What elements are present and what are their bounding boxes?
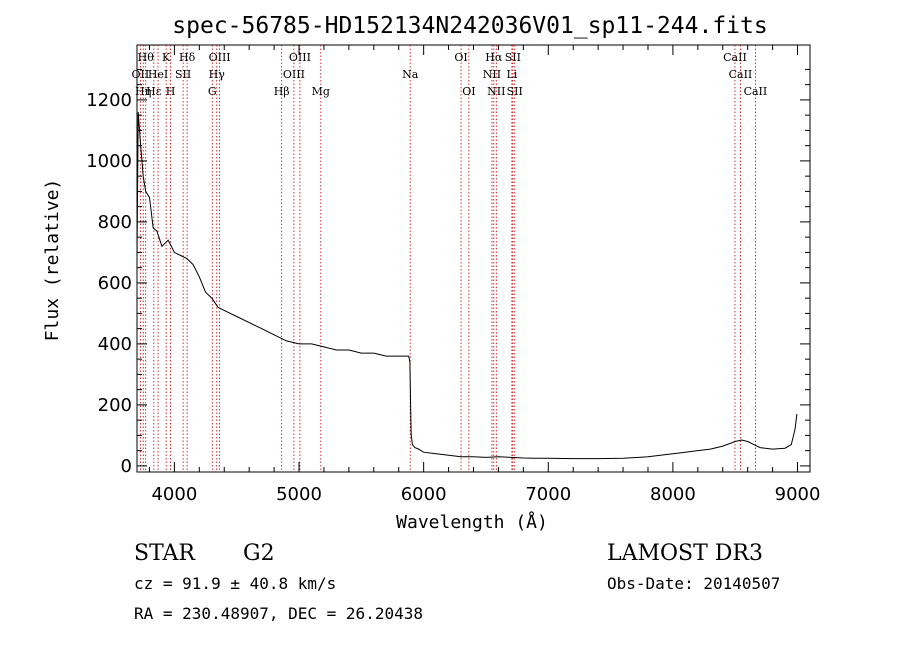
line-marker-label: OIII (283, 68, 305, 81)
line-marker-label: G (208, 85, 217, 98)
spectrum-line (136, 112, 798, 460)
y-tick-label: 0 (121, 456, 132, 477)
line-marker-label: SII (175, 68, 191, 81)
line-marker-label: OIII (289, 51, 311, 64)
y-tick-label: 400 (98, 334, 132, 355)
line-marker-group (139, 45, 756, 472)
y-tick-label: 1000 (86, 151, 132, 172)
x-tick-label: 7000 (525, 484, 571, 505)
y-axis-ticks: 0 200 400 600 800 1000 1200 (86, 68, 810, 477)
line-marker-label: NII (487, 85, 505, 98)
plot-frame (136, 44, 811, 473)
line-marker-label: OI (454, 51, 467, 64)
y-tick-label: 200 (98, 395, 132, 416)
coordinates: RA = 230.48907, DEC = 26.20438 (134, 604, 423, 623)
line-marker-label: SII (507, 85, 523, 98)
x-tick-label: 8000 (650, 484, 696, 505)
chart-title: spec-56785-HD152134N242036V01_sp11-244.f… (172, 13, 767, 39)
line-marker-label: Hδ (179, 51, 196, 64)
line-marker-label: Hβ (274, 85, 290, 98)
x-axis-label: Wavelength (Å) (396, 511, 548, 533)
line-marker-label: OII (132, 68, 150, 81)
object-class: STAR (134, 541, 196, 566)
x-tick-label: 6000 (401, 484, 447, 505)
line-marker-label: Li (506, 68, 517, 81)
line-marker-label: Hγ (209, 68, 226, 81)
x-tick-label: 9000 (775, 484, 821, 505)
line-marker-label: H (166, 85, 176, 98)
line-marker-label: SII (505, 51, 521, 64)
x-axis-ticks: 4000 5000 6000 7000 8000 9000 (148, 45, 821, 505)
subclass: G2 (243, 541, 275, 566)
y-axis-label: Flux (relative) (42, 179, 63, 342)
observation-date: Obs-Date: 20140507 (607, 574, 780, 593)
survey-name: LAMOST DR3 (607, 541, 763, 566)
line-marker-label: CaII (744, 85, 768, 98)
line-marker-label: NII (483, 68, 501, 81)
y-tick-label: 1200 (86, 90, 132, 111)
y-tick-label: 600 (98, 273, 132, 294)
x-tick-label: 4000 (151, 484, 197, 505)
line-marker-label: K (162, 51, 171, 64)
line-marker-label: Mg (312, 85, 330, 98)
line-marker-label: Na (402, 68, 419, 81)
line-label-group: OII Hη Hθ Hε HeI K H SII Hδ G Hγ OIII Hβ OIII OIII Mg Na… (132, 51, 768, 98)
line-marker-label: Hθ (138, 51, 155, 64)
line-marker-label: OIII (209, 51, 231, 64)
y-tick-label: 800 (98, 212, 132, 233)
x-tick-label: 5000 (276, 484, 322, 505)
line-marker-label: Hη (135, 85, 151, 98)
redshift-velocity: cz = 91.9 ± 40.8 km/s (134, 574, 336, 593)
line-marker-label: Hα (485, 51, 503, 64)
line-marker-label: CaII (723, 51, 747, 64)
line-marker-label: OI (462, 85, 475, 98)
line-marker-label: HeI (148, 68, 168, 81)
line-marker-label: Hε (146, 85, 162, 98)
line-marker-label: CaII (729, 68, 753, 81)
